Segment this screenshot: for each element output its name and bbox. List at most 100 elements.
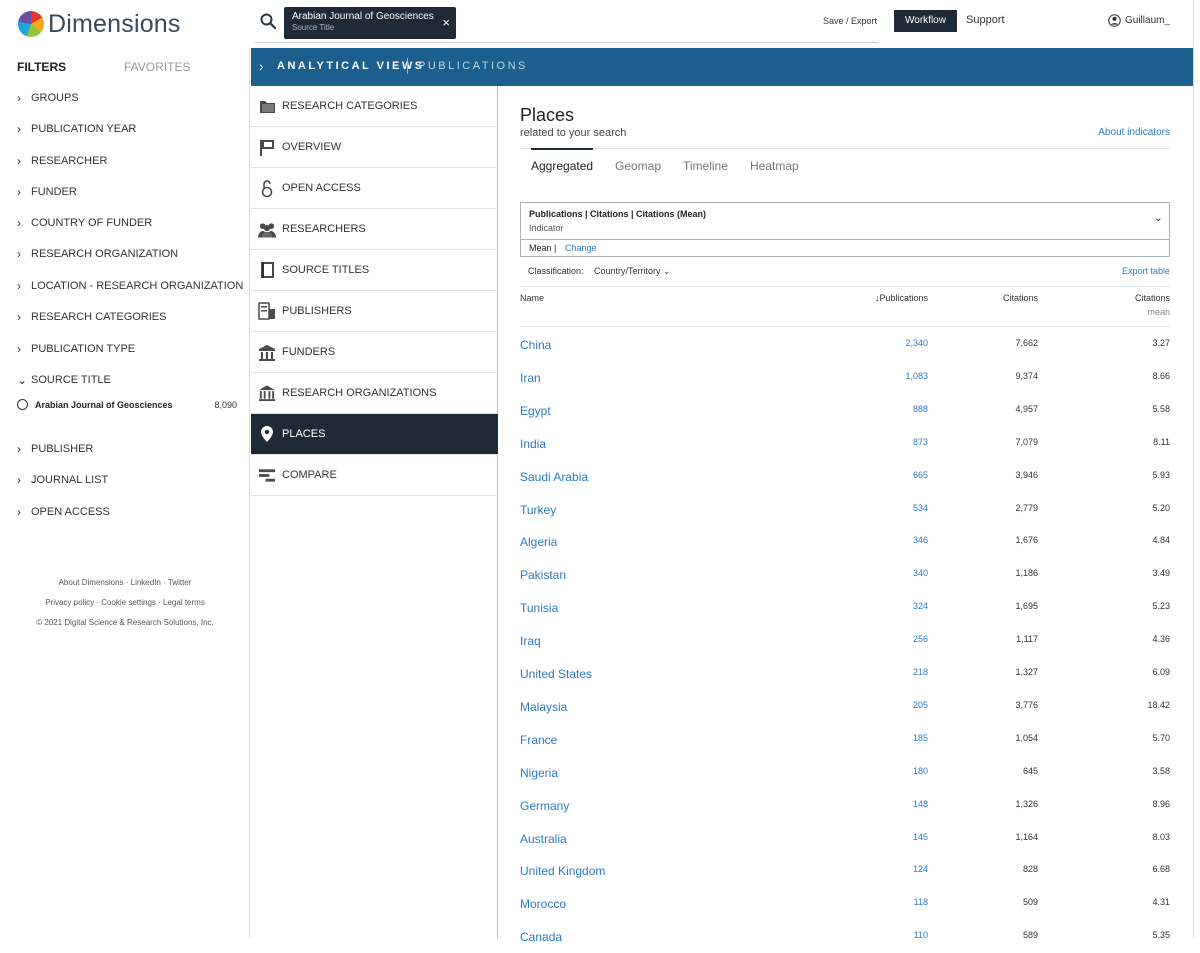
export-table-link[interactable]: Export table bbox=[1121, 266, 1170, 276]
view-researchers[interactable]: RESEARCHERS bbox=[251, 209, 498, 250]
cookie-settings-link[interactable]: Cookie settings bbox=[101, 598, 156, 607]
publications-count-link[interactable]: 185 bbox=[912, 733, 928, 743]
publications-count-link[interactable]: 340 bbox=[912, 568, 928, 578]
country-name-link[interactable]: Egypt bbox=[520, 404, 551, 418]
country-name-link[interactable]: Tunisia bbox=[520, 601, 559, 615]
filter-journal-list[interactable]: › JOURNAL LIST bbox=[17, 473, 108, 487]
filter-researcher[interactable]: › RESEARCHER bbox=[17, 154, 107, 168]
citations-mean: 5.93 bbox=[1152, 470, 1170, 480]
column-header-citations[interactable]: Citations bbox=[1002, 293, 1038, 303]
country-name-link[interactable]: United States bbox=[520, 667, 593, 681]
search-input[interactable] bbox=[255, 42, 878, 43]
chevron-right-icon[interactable]: › bbox=[259, 58, 264, 74]
view-funders[interactable]: FUNDERS bbox=[251, 332, 498, 373]
publications-count-link[interactable]: 218 bbox=[912, 667, 928, 677]
country-name-link[interactable]: Pakistan bbox=[520, 568, 567, 582]
column-header-citations-mean[interactable]: Citations mean bbox=[1135, 293, 1170, 317]
country-name-link[interactable]: China bbox=[520, 338, 552, 352]
view-research-organizations[interactable]: RESEARCH ORGANIZATIONS bbox=[251, 373, 498, 414]
source-title-option[interactable]: Arabian Journal of Geosciences 8,090 bbox=[17, 399, 237, 410]
filter-publication-year[interactable]: › PUBLICATION YEAR bbox=[17, 122, 136, 136]
publications-count-link[interactable]: 1,083 bbox=[905, 371, 928, 381]
view-places[interactable]: PLACES bbox=[251, 414, 498, 455]
tab-timeline[interactable]: Timeline bbox=[683, 159, 728, 173]
filter-country-of-funder[interactable]: › COUNTRY OF FUNDER bbox=[17, 216, 152, 230]
about-indicators-link[interactable]: About indicators bbox=[1098, 127, 1170, 138]
country-name-link[interactable]: Canada bbox=[520, 930, 563, 944]
filter-source-title[interactable]: ⌄ SOURCE TITLE bbox=[17, 373, 111, 387]
filter-location-research-organization[interactable]: › LOCATION - RESEARCH ORGANIZATION bbox=[17, 279, 243, 293]
publications-count-link[interactable]: 324 bbox=[912, 601, 928, 611]
publications-count-link[interactable]: 873 bbox=[912, 437, 928, 447]
filter-groups[interactable]: › GROUPS bbox=[17, 91, 79, 105]
twitter-link[interactable]: Twitter bbox=[167, 578, 192, 587]
country-name-link[interactable]: Iran bbox=[520, 371, 541, 385]
indicator-change-link[interactable]: Change bbox=[565, 243, 597, 253]
tab-heatmap[interactable]: Heatmap bbox=[750, 159, 799, 173]
tab-filters[interactable]: FILTERS bbox=[17, 60, 67, 74]
dimensions-logo[interactable]: Dimensions bbox=[18, 10, 181, 38]
country-name-link[interactable]: Algeria bbox=[520, 535, 558, 549]
country-name-link[interactable]: France bbox=[520, 733, 558, 747]
publications-count-link[interactable]: 124 bbox=[912, 864, 928, 874]
support-link[interactable]: Support bbox=[966, 14, 1005, 26]
search-icon[interactable] bbox=[260, 13, 276, 29]
filter-open-access[interactable]: › OPEN ACCESS bbox=[17, 505, 110, 519]
country-name-link[interactable]: Iraq bbox=[520, 634, 541, 648]
search-chip[interactable]: Arabian Journal of Geosciences Source Ti… bbox=[284, 7, 456, 39]
chevron-down-icon[interactable]: ⌄ bbox=[1153, 212, 1163, 224]
view-research-categories[interactable]: RESEARCH CATEGORIES bbox=[251, 86, 498, 127]
filter-publication-type[interactable]: › PUBLICATION TYPE bbox=[17, 342, 135, 356]
view-open-access[interactable]: OPEN ACCESS bbox=[251, 168, 498, 209]
view-publishers[interactable]: PUBLISHERS bbox=[251, 291, 498, 332]
column-header-publications[interactable]: ↓Publications bbox=[875, 293, 928, 303]
filter-research-categories[interactable]: › RESEARCH CATEGORIES bbox=[17, 310, 167, 324]
save-export-link[interactable]: Save / Export bbox=[823, 16, 878, 26]
country-name-link[interactable]: Germany bbox=[520, 799, 570, 813]
country-name-link[interactable]: Nigeria bbox=[520, 766, 559, 780]
linkedin-link[interactable]: LinkedIn bbox=[130, 578, 161, 587]
classification-select[interactable]: Country/Territory ⌄ bbox=[594, 266, 671, 277]
view-compare[interactable]: COMPARE bbox=[251, 455, 498, 496]
indicator-select[interactable]: Publications | Citations | Citations (Me… bbox=[520, 202, 1170, 257]
publications-count-link[interactable]: 180 bbox=[912, 766, 928, 776]
close-icon[interactable]: × bbox=[442, 15, 450, 30]
tab-favorites[interactable]: FAVORITES bbox=[124, 60, 191, 74]
filter-research-organization[interactable]: › RESEARCH ORGANIZATION bbox=[17, 247, 178, 261]
about-dimensions-link[interactable]: About Dimensions bbox=[58, 578, 124, 587]
country-name-link[interactable]: Morocco bbox=[520, 897, 567, 911]
tab-aggregated[interactable]: Aggregated bbox=[531, 159, 594, 173]
country-name-link[interactable]: United Kingdom bbox=[520, 864, 606, 878]
user-name[interactable]: Guillaum_ bbox=[1125, 15, 1171, 26]
publications-count-link[interactable]: 110 bbox=[913, 930, 928, 940]
publications-count-link[interactable]: 118 bbox=[913, 897, 928, 907]
privacy-policy-link[interactable]: Privacy policy bbox=[45, 598, 95, 607]
country-name-link[interactable]: Australia bbox=[520, 832, 567, 846]
country-name-link[interactable]: Malaysia bbox=[520, 700, 568, 714]
publications-count-link[interactable]: 665 bbox=[912, 470, 928, 480]
radio-button[interactable] bbox=[17, 399, 28, 410]
column-header-name[interactable]: Name bbox=[520, 293, 545, 303]
country-name-link[interactable]: Saudi Arabia bbox=[520, 470, 589, 484]
publications-count-link[interactable]: 888 bbox=[912, 404, 928, 414]
tab-geomap[interactable]: Geomap bbox=[615, 159, 662, 173]
publications-count-link[interactable]: 534 bbox=[912, 503, 928, 513]
publications-count-link[interactable]: 148 bbox=[912, 799, 928, 809]
analytical-views-title[interactable]: ANALYTICAL VIEWS bbox=[277, 60, 425, 72]
filter-publisher[interactable]: › PUBLISHER bbox=[17, 442, 93, 456]
publications-count-link[interactable]: 2,340 bbox=[905, 338, 928, 348]
view-overview[interactable]: OVERVIEW bbox=[251, 127, 498, 168]
publications-count-link[interactable]: 256 bbox=[912, 634, 928, 644]
publications-count-link[interactable]: 205 bbox=[912, 700, 928, 710]
filter-funder[interactable]: › FUNDER bbox=[17, 185, 77, 199]
publications-count-link[interactable]: 145 bbox=[912, 832, 928, 842]
legal-terms-link[interactable]: Legal terms bbox=[163, 598, 205, 607]
view-source-titles[interactable]: SOURCE TITLES bbox=[251, 250, 498, 291]
country-name-link[interactable]: India bbox=[520, 437, 547, 451]
user-icon[interactable] bbox=[1108, 14, 1121, 27]
country-name-link[interactable]: Turkey bbox=[520, 503, 557, 517]
filter-label: LOCATION - RESEARCH ORGANIZATION bbox=[31, 280, 244, 292]
workflow-button[interactable]: Workflow bbox=[894, 10, 957, 32]
copyright: © 2021 Digital Science & Research Soluti… bbox=[36, 618, 214, 627]
publications-count-link[interactable]: 346 bbox=[912, 535, 928, 545]
